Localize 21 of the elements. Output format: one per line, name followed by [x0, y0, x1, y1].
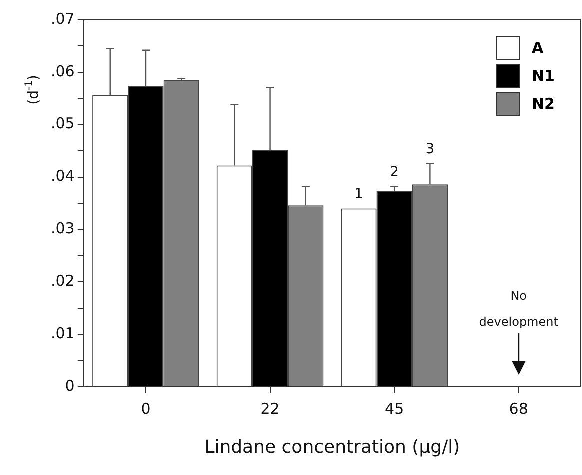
legend-label: N2	[532, 95, 555, 113]
y-tick-label: .05	[50, 114, 75, 133]
y-tick-label: .01	[50, 324, 75, 342]
y-tick-label: .04	[50, 167, 75, 186]
x-tick-label: 68	[509, 400, 528, 418]
y-axis-title: (d-1)	[24, 75, 42, 105]
x-tick-label: 22	[260, 400, 280, 418]
y-tick-label: 0	[65, 376, 75, 395]
x-tick-label: 0	[141, 400, 151, 418]
annotation: 2	[390, 164, 400, 181]
annotation: No development	[479, 289, 559, 329]
annotation: 1	[354, 186, 364, 203]
y-tick-label: .02	[50, 272, 75, 290]
annotation: 3	[426, 142, 435, 158]
y-tick-label: .07	[50, 10, 75, 28]
x-axis-title: Lindane concentration (μg/l)	[204, 437, 460, 458]
y-tick-label: .03	[50, 220, 75, 238]
y-tick-label: .06	[50, 62, 75, 80]
legend-label: N1	[532, 67, 555, 85]
x-tick-label: 45	[385, 400, 404, 418]
legend-label: A	[532, 39, 544, 57]
